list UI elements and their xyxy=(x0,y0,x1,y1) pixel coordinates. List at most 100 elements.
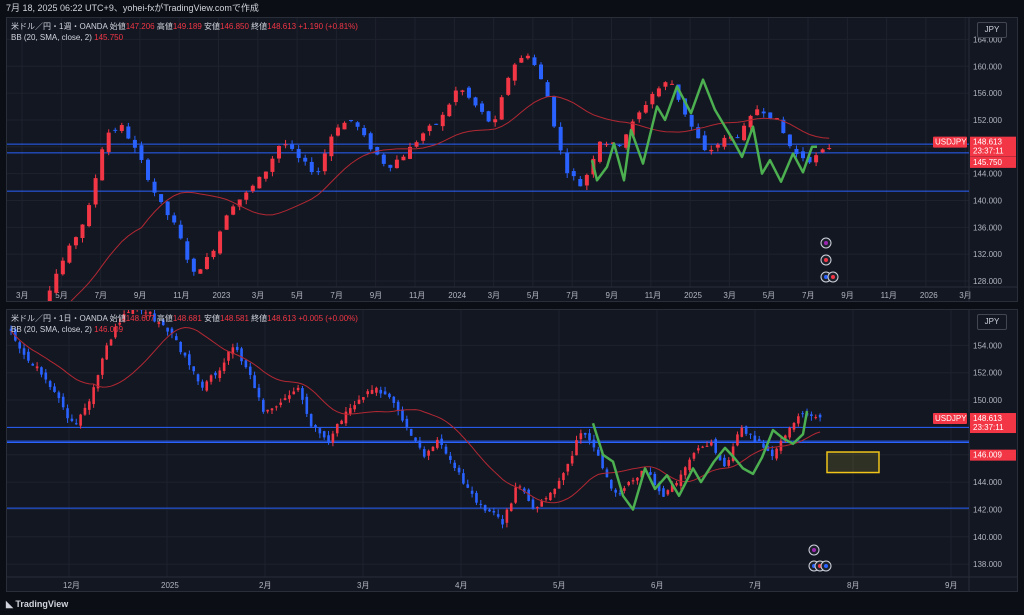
low-label: 安値 xyxy=(204,22,221,31)
daily-chart-canvas[interactable]: 154.000152.000150.000148.000146.000144.0… xyxy=(7,310,1017,591)
candle xyxy=(309,414,313,427)
time-tick: 3月 xyxy=(488,291,500,300)
candle xyxy=(627,481,630,486)
change-value: +1.190 (+0.81%) xyxy=(298,22,358,31)
event-icon-dot xyxy=(824,241,828,245)
candle xyxy=(148,311,152,314)
candle xyxy=(277,145,281,159)
candle xyxy=(161,320,165,326)
candle xyxy=(14,329,17,341)
candle xyxy=(270,158,275,172)
candle xyxy=(727,460,731,466)
candle xyxy=(290,144,295,149)
candle xyxy=(768,112,773,119)
candle xyxy=(196,374,200,382)
candle xyxy=(66,408,69,419)
candle xyxy=(322,431,326,438)
price-tick: 132.000 xyxy=(973,250,1002,259)
low-label: 安値 xyxy=(204,314,221,323)
target-zone-box xyxy=(826,451,880,474)
candle xyxy=(675,483,678,486)
candle xyxy=(714,439,717,453)
candle xyxy=(449,455,452,460)
bb-value: 146.009 xyxy=(94,325,124,334)
candle xyxy=(9,328,13,332)
candle xyxy=(118,322,122,325)
candle xyxy=(757,439,761,442)
candle xyxy=(657,483,661,492)
candle xyxy=(198,269,203,274)
candle xyxy=(179,341,182,353)
candle xyxy=(388,164,393,168)
candle xyxy=(414,142,419,147)
candle xyxy=(519,57,524,63)
candle xyxy=(692,453,696,459)
price-tick: 136.000 xyxy=(973,223,1002,232)
time-tick: 2023 xyxy=(213,291,231,300)
time-tick: 11月 xyxy=(645,291,661,300)
bb-legend[interactable]: BB (20, SMA, close, 2) 145.750 xyxy=(11,32,123,43)
weekly-chart-panel[interactable]: 164.000160.000156.000152.000148.000144.0… xyxy=(6,17,1018,302)
candle xyxy=(618,493,622,495)
time-tick: 11月 xyxy=(409,291,425,300)
price-tick: 144.000 xyxy=(973,478,1002,487)
candle xyxy=(480,103,485,112)
candle xyxy=(79,414,82,426)
candle xyxy=(486,111,491,122)
candle xyxy=(375,387,378,393)
candle xyxy=(523,488,526,493)
candle xyxy=(366,391,369,395)
bb-legend[interactable]: BB (20, SMA, close, 2) 146.009 xyxy=(11,324,123,335)
candle xyxy=(188,354,191,366)
candle xyxy=(368,133,373,150)
time-tick: 3月 xyxy=(959,291,971,300)
close-label: 終値 xyxy=(251,22,268,31)
candle xyxy=(70,418,74,421)
candle xyxy=(166,327,169,332)
weekly-chart-canvas[interactable]: 164.000160.000156.000152.000148.000144.0… xyxy=(7,18,1017,301)
candle xyxy=(131,310,135,314)
price-tick: 160.000 xyxy=(973,62,1002,71)
candle xyxy=(422,449,426,457)
price-tick: 128.000 xyxy=(973,277,1002,286)
candle xyxy=(185,241,190,260)
candle xyxy=(67,245,72,263)
candle xyxy=(715,144,720,148)
candle xyxy=(357,399,361,404)
candle xyxy=(73,237,78,246)
last-price: 148.613 xyxy=(973,138,1002,147)
time-tick: 6月 xyxy=(651,581,663,590)
legend-symbol[interactable]: 米ドル／円・1週・OANDA xyxy=(11,22,108,31)
candle xyxy=(566,463,570,472)
legend-symbol[interactable]: 米ドル／円・1日・OANDA xyxy=(11,314,108,323)
candle xyxy=(105,345,108,360)
candle xyxy=(623,488,626,491)
candle xyxy=(770,449,774,457)
candle xyxy=(496,514,500,517)
candle xyxy=(666,490,670,495)
candle xyxy=(431,446,435,452)
bb-price-tag xyxy=(970,156,1016,168)
currency-button[interactable]: JPY xyxy=(977,22,1007,38)
time-tick: 2025 xyxy=(161,581,179,590)
candle xyxy=(231,347,235,355)
bb-price: 145.750 xyxy=(973,158,1002,167)
price-tick: 138.000 xyxy=(973,560,1002,569)
candle xyxy=(175,336,178,341)
candle xyxy=(683,98,688,115)
candle xyxy=(244,360,248,368)
open-label: 始値 xyxy=(109,22,126,31)
last-price: 148.613 xyxy=(973,414,1002,423)
candle xyxy=(209,375,213,382)
candle xyxy=(557,480,561,489)
candle xyxy=(475,492,478,503)
candle xyxy=(74,423,78,425)
bb-value: 145.750 xyxy=(94,33,124,42)
event-icon-dot xyxy=(824,275,828,279)
daily-chart-panel[interactable]: 154.000152.000150.000148.000146.000144.0… xyxy=(6,309,1018,592)
currency-button[interactable]: JPY xyxy=(977,314,1007,330)
candle xyxy=(222,362,226,371)
candle xyxy=(92,387,95,405)
candle xyxy=(153,313,156,322)
candle xyxy=(54,273,59,293)
